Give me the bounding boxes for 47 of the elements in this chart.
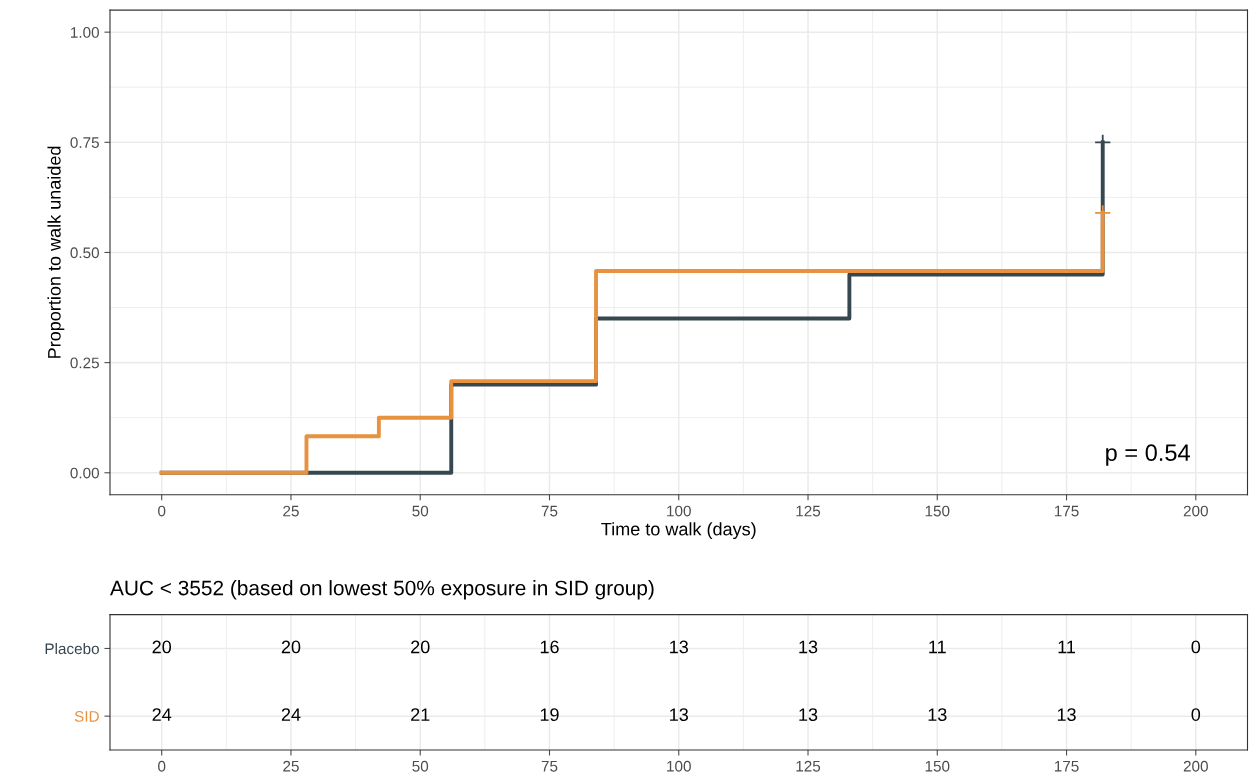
chart-title: AUC < 3552 (based on lowest 50% exposure in SID group) <box>110 580 654 600</box>
y-tick-label: 0.75 <box>70 137 99 148</box>
x-tick-label: 150 <box>925 505 950 517</box>
x-tick-label: 125 <box>796 505 821 517</box>
data-label: 11 <box>929 640 946 654</box>
data-label: 13 <box>670 640 688 654</box>
y-tick-label: 0.50 <box>70 247 99 259</box>
y-tick-label: SID <box>74 711 99 722</box>
data-label: 20 <box>152 640 172 654</box>
x-tick-label: 0 <box>158 505 166 517</box>
data-label: 13 <box>799 640 818 654</box>
x-tick-label: 175 <box>1054 505 1079 517</box>
x-tick-label: 200 <box>1183 505 1208 517</box>
x-tick-label: 100 <box>667 505 691 517</box>
x-tick-label: 175 <box>1054 760 1079 772</box>
data-label: 13 <box>670 708 688 721</box>
data-label: 20 <box>281 640 301 654</box>
x-tick-label: 100 <box>667 760 691 772</box>
y-axis-title: Proportion to walk unaided <box>47 146 65 358</box>
x-tick-label: 200 <box>1183 760 1208 772</box>
data-label: 0 <box>1191 640 1201 654</box>
x-tick-label: 150 <box>925 760 950 772</box>
y-tick-label: 1.00 <box>71 27 99 38</box>
x-tick-label: 75 <box>541 505 558 517</box>
data-label: 24 <box>152 708 172 721</box>
y-tick-label: 0.25 <box>70 357 99 369</box>
x-axis-title: Time to walk (days) <box>601 522 756 540</box>
x-tick-label: 75 <box>541 760 558 772</box>
data-label: 24 <box>281 708 301 721</box>
data-label: 19 <box>540 708 559 721</box>
data-label: 13 <box>928 708 947 721</box>
data-label: 16 <box>540 640 559 654</box>
x-tick-label: 25 <box>283 760 299 772</box>
x-tick-label: 25 <box>283 505 299 517</box>
data-label: 13 <box>799 708 818 721</box>
x-tick-label: 125 <box>796 760 821 772</box>
data-label: 11 <box>1058 640 1076 654</box>
x-tick-label: 50 <box>412 760 429 772</box>
x-tick-label: 50 <box>412 505 429 517</box>
y-tick-label: 0.00 <box>70 467 99 479</box>
y-tick-label: Placebo <box>45 642 99 655</box>
annotation: p = 0.54 <box>1106 444 1190 466</box>
data-label: 20 <box>411 640 430 654</box>
data-label: 13 <box>1057 708 1076 721</box>
data-label: 0 <box>1191 708 1201 721</box>
x-tick-label: 0 <box>158 760 166 772</box>
data-label: 21 <box>411 708 430 721</box>
